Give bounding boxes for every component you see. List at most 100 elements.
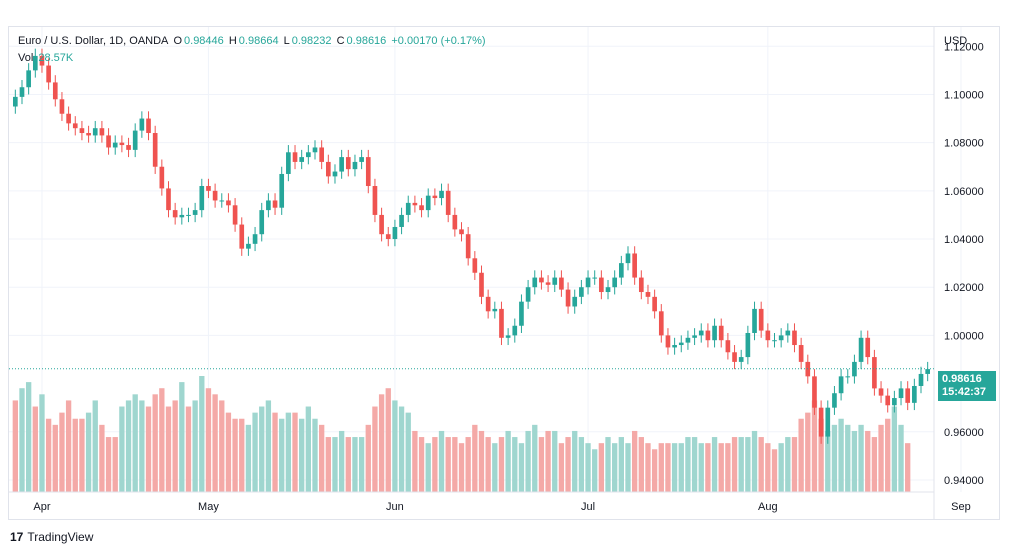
volume-bar [465,437,471,492]
volume-bar [239,418,245,492]
candle-body [432,195,438,199]
volume-bar [845,424,851,492]
candle-body [192,210,198,215]
candle-body [199,186,205,211]
candle [485,289,491,319]
volume-bar [192,400,198,492]
candle-body [132,130,138,150]
candle-body [19,87,25,97]
volume-label[interactable]: Vol [18,52,34,64]
y-tick-label: 0.94000 [944,475,984,487]
candle-body [705,330,711,341]
volume-bar [412,430,418,492]
candle [472,251,478,280]
volume-bar [165,406,172,492]
symbol-title[interactable]: Euro / U.S. Dollar, 1D, OANDA [18,35,169,47]
candle [599,270,604,300]
candle [545,275,551,293]
volume-bar [79,418,85,492]
tradingview-logo[interactable]: 17 TradingView [10,530,93,544]
candle [132,123,138,158]
candle-body [99,128,105,136]
x-tick-label: May [198,501,219,513]
candle-body [372,186,378,215]
candle [339,149,344,179]
candle-body [179,214,185,218]
candle-body [359,157,364,162]
candle [166,181,171,218]
volume-bar [585,443,591,492]
candle [159,159,165,196]
candle-body [852,361,857,377]
candle-body [72,123,78,129]
volume-bar [751,430,758,492]
candle [266,193,271,218]
candle-body [798,345,804,362]
volume-bar [205,388,212,492]
candle [365,149,371,194]
candle-body [352,161,358,170]
candle [26,63,31,95]
candle-body [459,229,464,235]
candle-body [385,234,391,240]
volume-bar [738,437,744,492]
volume-bar [152,394,158,492]
candle [392,219,398,247]
candle [39,48,45,73]
volume-bar [492,443,498,492]
candle [718,318,724,348]
candle-body [499,308,504,338]
candle-body [219,200,225,202]
candle [112,135,118,155]
candle-body [172,210,178,218]
candle [905,381,911,411]
candle-body [246,243,251,249]
volume-bar [385,388,391,492]
candle-body [892,398,897,406]
volume-bar [432,437,438,492]
candle-body [92,128,98,136]
candle [459,222,464,242]
candle-body [612,277,618,288]
candle-body [645,292,651,297]
candle [119,135,125,153]
candle-body [479,272,484,297]
close-label: C [336,35,345,47]
volume-bar [292,412,298,492]
volume-bar [245,424,252,492]
candle-body [239,224,245,249]
candle [32,48,38,78]
candle-body [918,373,924,386]
volume-bar [558,443,565,492]
volume-bar [891,406,898,492]
volume-bar [598,443,605,492]
candle [59,92,65,121]
candle [812,369,817,415]
candle-body [818,407,824,437]
last-price: 0.98616 [942,373,982,385]
candle-body [585,277,591,288]
volume-bar [112,437,118,492]
candle-body [492,308,498,312]
candle [312,140,318,160]
volume-bar [365,424,371,492]
candle [738,349,744,370]
candle-body [792,330,797,346]
volume-bars [12,376,911,492]
open-label: O [173,35,183,47]
candle [579,279,584,305]
candle [432,188,438,206]
candle-body [445,190,451,215]
candle-body [212,190,218,201]
candle-body [905,388,911,403]
candle [612,270,618,295]
volume-bar [45,418,52,492]
candle [572,289,578,314]
candle [479,265,484,305]
candle [625,246,631,271]
candle-body [685,337,691,343]
volume-bar [219,400,225,492]
volume-bar [771,449,778,492]
candle-body [206,186,211,191]
